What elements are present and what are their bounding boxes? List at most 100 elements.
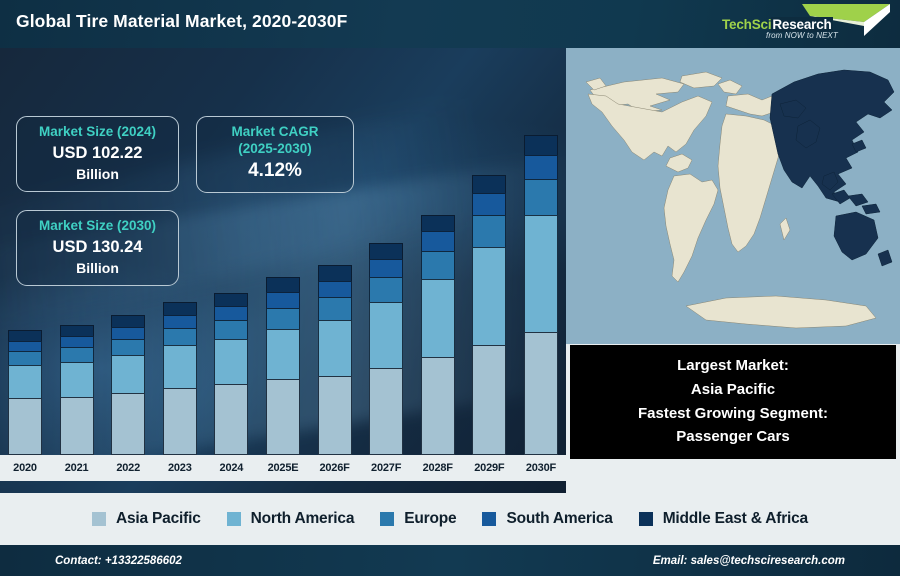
fastest-segment-value: Passenger Cars <box>676 428 790 446</box>
legend-item-europe[interactable]: Europe <box>380 510 457 528</box>
bar-segment <box>420 215 455 232</box>
legend-label: South America <box>506 510 613 527</box>
legend-item-north-america[interactable]: North America <box>226 510 354 528</box>
x-axis-tick: 2026F <box>319 462 350 474</box>
largest-market-value: Asia Pacific <box>690 380 776 398</box>
x-axis-tick: 2027F <box>371 462 402 474</box>
bar-segment <box>214 384 249 455</box>
x-axis-tick: 2022 <box>116 462 141 474</box>
x-axis-tick: 2030F <box>525 462 557 474</box>
legend-item-middle-east-africa[interactable]: Middle East & Africa <box>638 510 808 528</box>
map-landmass-group <box>585 71 877 329</box>
bar-segment <box>59 362 94 398</box>
bar-segment <box>369 277 404 303</box>
map-middle-east-asia <box>779 99 807 119</box>
x-axis-tick: 2021 <box>64 462 89 474</box>
card-subtitle: (2025-2030) <box>238 140 312 156</box>
map-greenland <box>679 71 723 89</box>
legend-swatch-icon <box>92 512 106 526</box>
bar-segment <box>162 387 197 455</box>
legend-swatch-icon <box>482 512 497 526</box>
bar-2023 <box>162 48 197 455</box>
world-map <box>566 48 900 344</box>
legend-item-south-america[interactable]: South America <box>482 510 613 528</box>
bar-segment <box>162 302 197 315</box>
x-axis-tick-group: 2020 2021 2022 2023 2024 2025E 2026F 2027F 2028F… <box>8 462 558 474</box>
legend-swatch-icon <box>380 512 395 526</box>
bar-group <box>8 48 558 455</box>
contact-text: Contact: +13322586602 <box>55 554 182 567</box>
bar-segment <box>369 368 404 455</box>
map-asia-main <box>769 69 895 203</box>
map-new-guinea <box>861 203 881 215</box>
bar-segment <box>523 155 558 179</box>
page-title: Global Tire Material Market, 2020-2030F <box>16 11 348 31</box>
largest-market-label: Largest Market: <box>677 356 789 374</box>
bar-segment <box>369 242 404 260</box>
market-size-2024-card: Market Size (2024) USD 102.22 Billion <box>16 116 179 193</box>
chart-legend: Asia Pacific North America Europe South Ame… <box>0 493 900 545</box>
bar-segment <box>523 178 558 216</box>
bar-2021 <box>59 48 94 455</box>
bar-segment <box>111 326 146 339</box>
bar-segment <box>317 297 352 321</box>
bar-segment <box>523 331 558 455</box>
legend-item-asia-pacific[interactable]: Asia Pacific <box>92 510 201 528</box>
logo-text-techsci: TechSci <box>722 17 772 32</box>
x-axis-tick: 2029F <box>474 462 505 474</box>
bar-segment <box>265 276 300 293</box>
card-value: USD 102.22 <box>52 143 143 162</box>
header-bar: Global Tire Material Market, 2020-2030F … <box>0 0 900 48</box>
card-title: Market CAGR <box>231 124 319 139</box>
map-antarctica <box>685 295 877 329</box>
bar-2022 <box>111 48 146 455</box>
bar-segment <box>111 314 146 327</box>
bar-segment <box>8 365 42 399</box>
bar-segment <box>111 338 146 356</box>
map-australia <box>833 211 879 261</box>
bar-2024 <box>214 48 249 455</box>
bar-segment <box>420 279 455 358</box>
stacked-bar-chart <box>0 48 566 455</box>
market-highlights-callout: Largest Market: Asia Pacific Fastest Gro… <box>570 345 896 459</box>
map-south-america <box>663 173 719 283</box>
bar-segment <box>317 264 352 282</box>
legend-label: Europe <box>404 510 457 527</box>
market-cagr-card: Market CAGR (2025-2030) 4.12% <box>196 116 354 194</box>
bar-segment <box>59 336 94 348</box>
legend-swatch-icon <box>226 512 241 526</box>
bar-segment <box>369 302 404 369</box>
x-axis: 2020 2021 2022 2023 2024 2025E 2026F 2027F 2028F… <box>0 455 566 481</box>
map-japan <box>851 139 867 153</box>
bar-segment <box>317 281 352 298</box>
card-title: Market Size (2030) <box>38 218 157 233</box>
bar-segment <box>214 292 249 306</box>
bar-segment <box>111 392 146 455</box>
map-north-america <box>587 93 713 161</box>
map-central-america <box>665 153 693 173</box>
bar-segment <box>162 345 197 388</box>
x-axis-tick: 2025E <box>267 462 299 474</box>
logo-tagline: from NOW to NEXT <box>766 31 838 40</box>
bar-segment <box>111 355 146 393</box>
bar-segment <box>472 215 507 248</box>
legend-label: Asia Pacific <box>116 510 201 527</box>
map-indochina <box>821 171 839 191</box>
card-title: Market Size (2024) <box>38 124 157 139</box>
x-axis-tick: 2020 <box>13 462 37 474</box>
bar-segment <box>59 397 94 455</box>
legend-swatch-icon <box>638 512 653 526</box>
bar-segment <box>265 378 300 455</box>
bar-segment <box>8 341 42 352</box>
bar-2030f <box>523 48 558 455</box>
bar-segment <box>265 328 300 379</box>
card-value: 4.12% <box>248 159 302 181</box>
bar-segment <box>523 135 558 156</box>
bar-segment <box>472 175 507 193</box>
bar-segment <box>420 357 455 455</box>
bar-2025e <box>265 48 300 455</box>
map-highlight-asia-pacific <box>769 69 895 267</box>
card-unit: Billion <box>76 165 119 182</box>
bar-segment <box>214 319 249 339</box>
